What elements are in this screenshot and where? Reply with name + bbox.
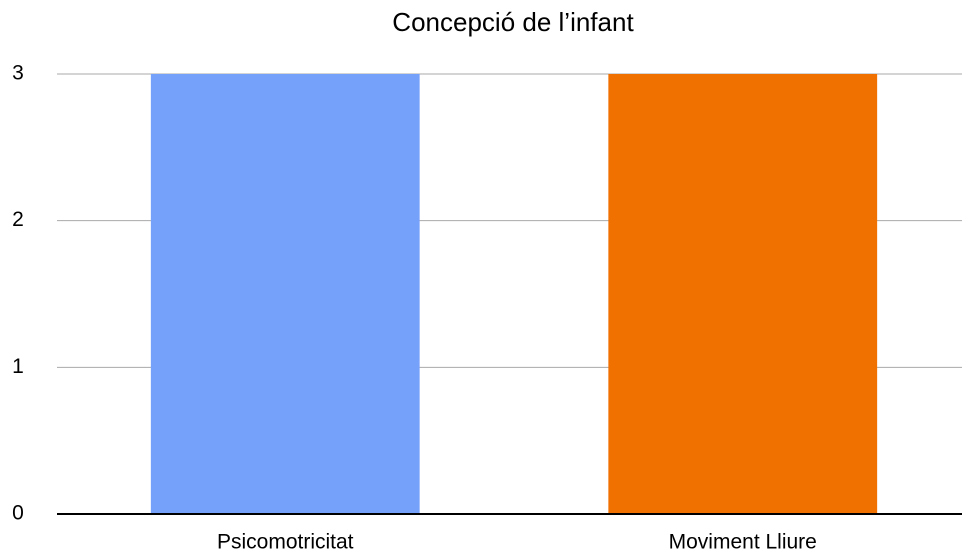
y-tick-label: 3 xyxy=(12,62,24,85)
x-tick-label: Moviment Lliure xyxy=(669,531,817,554)
bar xyxy=(608,74,878,514)
bar xyxy=(150,74,420,514)
y-tick-label: 0 xyxy=(12,502,24,525)
y-tick-label: 1 xyxy=(12,355,24,378)
x-tick-label: Psicomotricitat xyxy=(217,531,354,554)
y-tick-label: 2 xyxy=(12,208,24,231)
chart-title: Concepció de l’infant xyxy=(392,7,634,37)
